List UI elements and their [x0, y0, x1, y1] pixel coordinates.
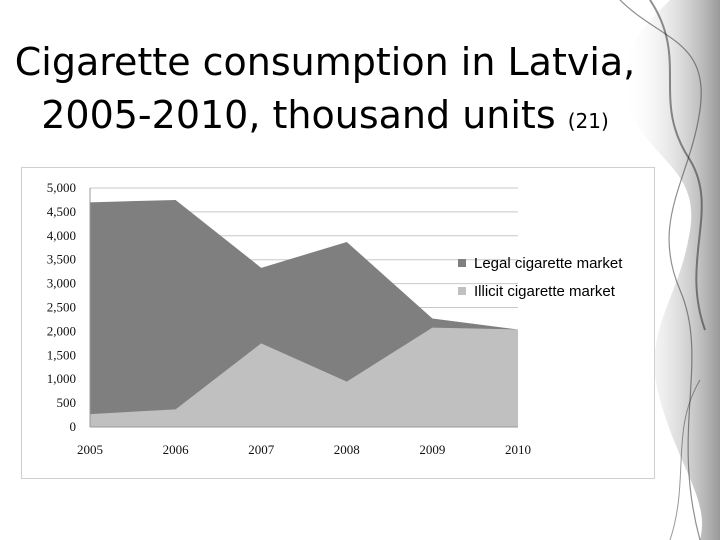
- title-reference: (21): [567, 109, 609, 133]
- smoke-decoration: [619, 0, 720, 540]
- area-series: [90, 199, 518, 427]
- title-line-2-text: 2005-2010, thousand units: [41, 93, 556, 137]
- title-line-1: Cigarette consumption in Latvia,: [14, 40, 636, 84]
- y-tick-label: 1,500: [47, 347, 76, 362]
- y-tick-label: 4,000: [47, 228, 76, 243]
- y-tick-label: 500: [57, 395, 77, 410]
- x-tick-label: 2005: [77, 442, 103, 457]
- y-tick-label: 1,000: [47, 371, 76, 386]
- y-tick-label: 0: [70, 419, 77, 434]
- legend-swatch: [458, 287, 466, 295]
- x-axis-ticks: 2005 2006 2007 2008 2009 2010: [77, 442, 531, 457]
- x-tick-label: 2009: [419, 442, 445, 457]
- y-tick-label: 3,000: [47, 276, 76, 291]
- illicit-market-area: [90, 327, 518, 427]
- slide-title: Cigarette consumption in Latvia, 2005-20…: [0, 36, 650, 148]
- title-line-2: 2005-2010, thousand units (21): [0, 89, 650, 148]
- y-tick-label: 4,500: [47, 204, 76, 219]
- x-tick-label: 2007: [248, 442, 275, 457]
- x-tick-label: 2010: [505, 442, 531, 457]
- y-tick-label: 3,500: [47, 252, 76, 267]
- chart-frame: 0 500 1,000 1,500 2,000 2,500 3,000 3,500 4,000 4…: [21, 167, 655, 479]
- y-axis-ticks: 0 500 1,000 1,500 2,000 2,500 3,000 3,500 4,000 4…: [47, 180, 76, 434]
- y-tick-label: 5,000: [47, 180, 76, 195]
- x-tick-label: 2006: [163, 442, 190, 457]
- y-tick-label: 2,500: [47, 300, 76, 315]
- legend-swatch: [458, 259, 466, 267]
- area-chart: 0 500 1,000 1,500 2,000 2,500 3,000 3,500 4,000 4…: [47, 180, 623, 457]
- legend: Legal cigarette market Illicit cigarette …: [458, 255, 623, 300]
- y-tick-label: 2,000: [47, 323, 76, 338]
- legend-label: Legal cigarette market: [474, 255, 623, 272]
- axes: [89, 188, 518, 428]
- x-tick-label: 2008: [334, 442, 360, 457]
- legend-label: Illicit cigarette market: [474, 283, 616, 300]
